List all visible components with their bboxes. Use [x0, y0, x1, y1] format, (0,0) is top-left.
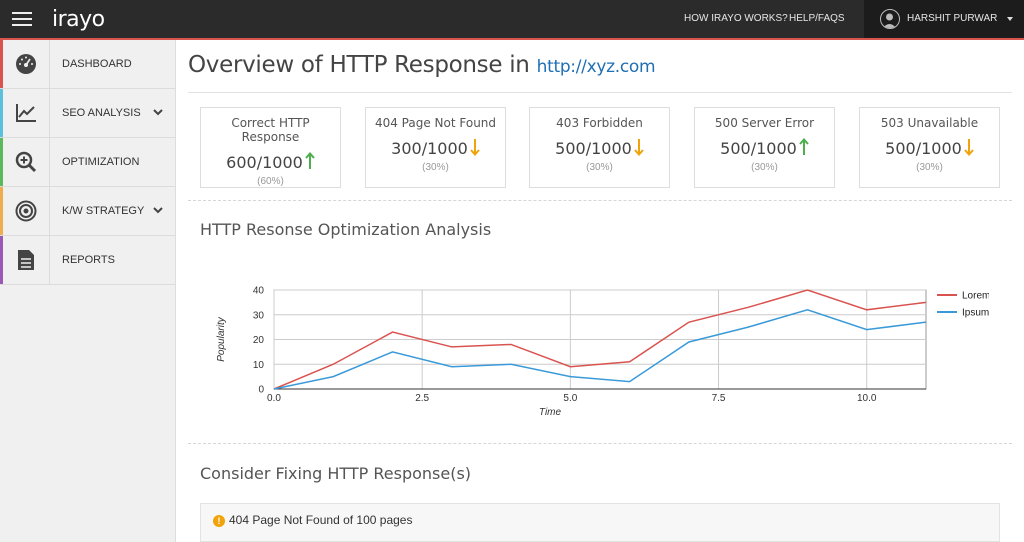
card-value: 500/1000 — [555, 139, 632, 158]
document-icon — [18, 250, 34, 270]
card-title: 500 Server Error — [714, 116, 815, 130]
arrow-down-icon — [470, 139, 480, 156]
line-chart-icon — [16, 104, 36, 122]
card-title: Correct HTTP Response — [231, 116, 310, 144]
stat-card-correct-response: Correct HTTP Response 600/1000 (60%) — [200, 107, 341, 188]
card-percent: (30%) — [422, 162, 449, 173]
sidebar-stripe — [0, 89, 3, 137]
user-avatar-icon — [880, 9, 900, 29]
x-axis-label: Time — [539, 407, 562, 418]
arrow-up-icon — [799, 138, 809, 155]
zoom-in-icon — [15, 151, 37, 173]
dashboard-gauge-icon — [16, 54, 36, 74]
y-tick-label: 0 — [258, 385, 264, 396]
sidebar-item-kw-strategy[interactable]: K/W STRATEGY — [0, 187, 175, 236]
sidebar-stripe — [0, 187, 3, 235]
y-tick-label: 40 — [253, 286, 265, 297]
card-value: 500/1000 — [720, 139, 797, 158]
issue-notice[interactable]: ! 404 Page Not Found of 100 pages — [200, 503, 1000, 542]
app-logo[interactable]: irayo — [52, 7, 105, 32]
user-name: HARSHIT PURWAR — [907, 13, 998, 24]
card-percent: (30%) — [586, 162, 613, 173]
arrow-up-icon — [305, 152, 315, 169]
x-tick-label: 2.5 — [415, 393, 429, 404]
card-title: 403 Forbidden — [556, 116, 643, 130]
sidebar: DASHBOARD SEO ANALYSIS OPTIMIZATION — [0, 40, 176, 542]
nav-how-irayo-works[interactable]: HOW IRAYO WORKS? — [684, 13, 788, 24]
card-percent: (30%) — [916, 162, 943, 173]
x-tick-label: 7.5 — [712, 393, 726, 404]
x-tick-label: 10.0 — [857, 393, 877, 404]
section-divider — [188, 200, 1012, 201]
sidebar-item-label: K/W STRATEGY — [62, 205, 145, 217]
chevron-down-icon[interactable] — [153, 108, 163, 116]
card-value: 300/1000 — [391, 139, 468, 158]
y-tick-label: 10 — [253, 360, 265, 371]
hamburger-menu-icon[interactable] — [12, 12, 32, 28]
card-value: 600/1000 — [226, 153, 303, 172]
sidebar-item-reports[interactable]: REPORTS — [0, 236, 175, 285]
sidebar-item-label: DASHBOARD — [62, 58, 132, 70]
sidebar-item-seo-analysis[interactable]: SEO ANALYSIS — [0, 89, 175, 138]
stat-card-503: 503 Unavailable 500/1000 (30%) — [859, 107, 1000, 188]
y-tick-label: 20 — [253, 335, 265, 346]
series-line-ipsum — [273, 309, 927, 390]
page-title: Overview of HTTP Response in http://xyz.… — [188, 52, 656, 78]
card-title: 503 Unavailable — [880, 116, 979, 130]
x-tick-label: 5.0 — [563, 393, 577, 404]
card-percent: (30%) — [751, 162, 778, 173]
stat-card-500: 500 Server Error 500/1000 (30%) — [694, 107, 835, 188]
analysis-section-title: HTTP Resonse Optimization Analysis — [200, 220, 492, 239]
notice-text: 404 Page Not Found of 100 pages — [229, 513, 413, 527]
chevron-down-icon[interactable] — [153, 206, 163, 214]
nav-help-faqs[interactable]: HELP/FAQS — [789, 13, 845, 24]
arrow-down-icon — [964, 139, 974, 156]
main-content: Overview of HTTP Response in http://xyz.… — [177, 40, 1024, 542]
top-navbar: irayo HOW IRAYO WORKS? HELP/FAQS HARSHIT… — [0, 0, 1024, 40]
y-axis-label: Popularity — [216, 316, 227, 361]
caret-down-icon — [1007, 17, 1013, 21]
site-url-link[interactable]: http://xyz.com — [536, 57, 656, 77]
stat-card-404: 404 Page Not Found 300/1000 (30%) — [365, 107, 506, 188]
card-title: 404 Page Not Found — [374, 116, 497, 130]
fixing-section-title: Consider Fixing HTTP Response(s) — [200, 464, 472, 483]
target-icon — [15, 200, 37, 222]
page-title-text: Overview of HTTP Response in — [188, 52, 530, 78]
line-chart: 0 10 20 30 40 0.0 2.5 5.0 7.5 10.0 Time Popularity L… — [216, 286, 989, 419]
stat-card-403: 403 Forbidden 500/1000 (30%) — [529, 107, 670, 188]
title-divider — [188, 92, 1012, 93]
sidebar-stripe — [0, 236, 3, 284]
sidebar-stripe — [0, 40, 3, 88]
series-line-lorem — [273, 289, 927, 390]
sidebar-item-label: SEO ANALYSIS — [62, 107, 141, 119]
sidebar-item-optimization[interactable]: OPTIMIZATION — [0, 138, 175, 187]
legend-label-lorem: Lorem — [962, 291, 989, 302]
legend-label-ipsum: Ipsum — [962, 308, 989, 319]
sidebar-stripe — [0, 138, 3, 186]
card-value: 500/1000 — [885, 139, 962, 158]
section-divider — [188, 443, 1012, 444]
x-tick-label: 0.0 — [267, 393, 281, 404]
user-menu[interactable]: HARSHIT PURWAR — [864, 0, 1024, 38]
arrow-down-icon — [634, 139, 644, 156]
card-percent: (60%) — [257, 176, 284, 187]
sidebar-item-label: REPORTS — [62, 254, 115, 266]
warning-icon: ! — [213, 515, 225, 527]
sidebar-item-label: OPTIMIZATION — [62, 156, 140, 168]
y-tick-label: 30 — [253, 310, 265, 321]
sidebar-item-dashboard[interactable]: DASHBOARD — [0, 40, 175, 89]
